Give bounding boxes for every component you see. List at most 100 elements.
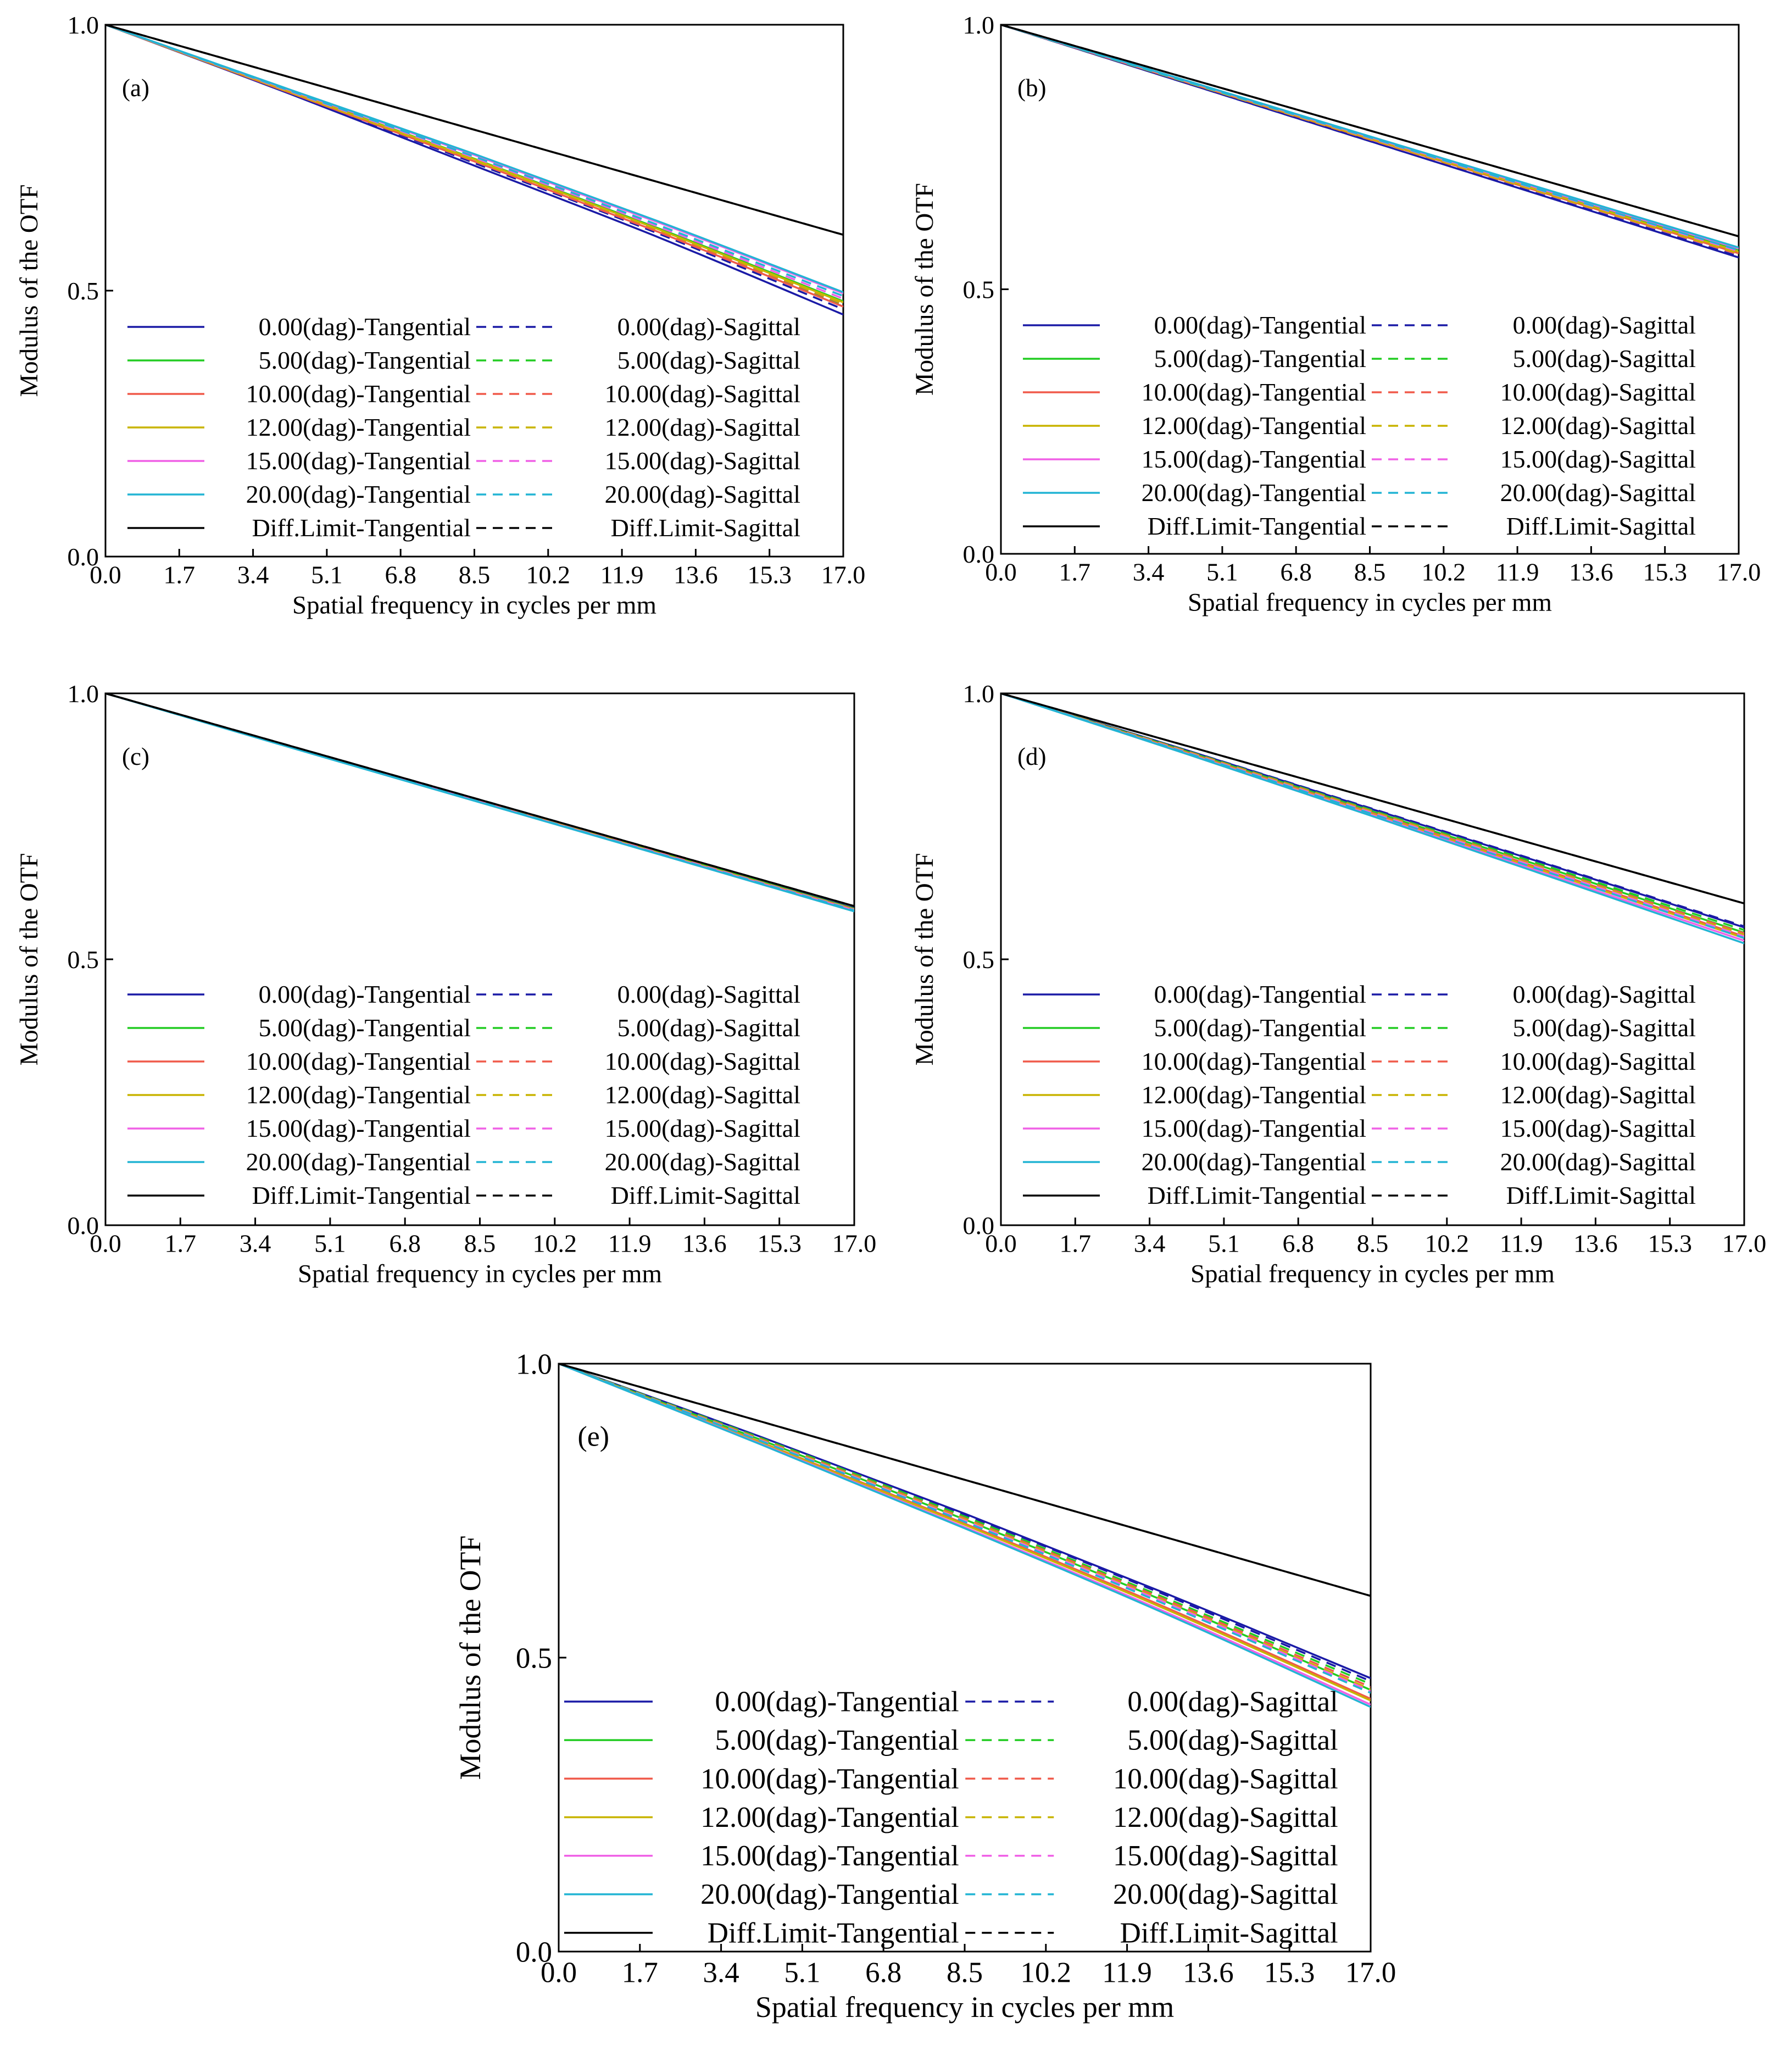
- legend-entry: 0.00(dag)-Tangential 0.00(dag)-Sagittal: [1023, 980, 1696, 1008]
- legend-label-tangential: 20.00(dag)-Tangential: [700, 1878, 959, 1910]
- x-tick-label: 0.0: [985, 558, 1017, 586]
- legend-label-sagittal: 10.00(dag)-Sagittal: [605, 1047, 800, 1075]
- series-line: [559, 1364, 1371, 1694]
- x-tick-label: 15.3: [1643, 558, 1687, 586]
- legend-label-tangential: 12.00(dag)-Tangential: [246, 413, 471, 441]
- legend-label-tangential: 15.00(dag)-Tangential: [246, 1114, 471, 1142]
- legend-label-tangential: 10.00(dag)-Tangential: [1142, 1047, 1366, 1075]
- legend-label-tangential: 5.00(dag)-Tangential: [259, 1014, 471, 1042]
- plot-frame: [1000, 24, 1740, 555]
- series-line: [105, 25, 843, 310]
- x-axis-title: Spatial frequency in cycles per mm: [755, 1991, 1174, 2024]
- plot-frame: [104, 24, 844, 558]
- x-tick-label: 11.9: [600, 560, 644, 588]
- legend-entry: 12.00(dag)-Tangential 12.00(dag)-Sagittal: [127, 1081, 800, 1109]
- series-line: [105, 25, 843, 316]
- x-tick-label: 5.1: [311, 560, 343, 588]
- x-tick-label: 6.8: [389, 1229, 421, 1257]
- x-tick-label: 10.2: [1021, 1957, 1072, 1989]
- legend-entry: 20.00(dag)-Tangential 20.00(dag)-Sagittal: [1023, 1148, 1696, 1176]
- y-tick-label: 0.0: [963, 540, 995, 568]
- legend-label-sagittal: 12.00(dag)-Sagittal: [605, 413, 800, 441]
- legend-label-tangential: Diff.Limit-Tangential: [1148, 1181, 1366, 1209]
- legend-label-sagittal: 10.00(dag)-Sagittal: [1113, 1763, 1338, 1795]
- legend-label-sagittal: 10.00(dag)-Sagittal: [1500, 1047, 1696, 1075]
- series-line: [559, 1364, 1371, 1708]
- chart-panel-d: 0.0 1.7 3.4 5.1 6.8 8.5 10.2 11.9 13.6 15.3 17.0 0.…: [910, 680, 1766, 1288]
- legend-entry: 20.00(dag)-Tangential 20.00(dag)-Sagittal: [127, 1148, 800, 1176]
- x-tick-label: 10.2: [1422, 558, 1466, 586]
- x-tick-label: 11.9: [608, 1229, 652, 1257]
- legend-label-sagittal: Diff.Limit-Sagittal: [1506, 512, 1696, 540]
- legend-label-sagittal: 15.00(dag)-Sagittal: [605, 1114, 800, 1142]
- legend-label-sagittal: 20.00(dag)-Sagittal: [605, 1148, 800, 1176]
- series-line: [559, 1364, 1371, 1688]
- y-tick-label: 0.5: [68, 946, 99, 974]
- legend-label-sagittal: 15.00(dag)-Sagittal: [1500, 445, 1696, 473]
- chart-panel-c: 0.0 1.7 3.4 5.1 6.8 8.5 10.2 11.9 13.6 15.3 17.0 0.…: [15, 680, 876, 1288]
- legend-label-tangential: 12.00(dag)-Tangential: [246, 1081, 471, 1109]
- legend-entry: 12.00(dag)-Tangential 12.00(dag)-Sagittal: [564, 1802, 1338, 1833]
- legend-entry: Diff.Limit-Tangential Diff.Limit-Sagittal: [127, 514, 800, 542]
- legend-entry: 20.00(dag)-Tangential 20.00(dag)-Sagittal: [127, 480, 800, 508]
- series-line: [1001, 25, 1739, 254]
- legend-label-sagittal: 0.00(dag)-Sagittal: [1513, 311, 1696, 339]
- x-tick-label: 17.0: [1722, 1229, 1767, 1257]
- x-tick-label: 8.5: [459, 560, 491, 588]
- legend-label-tangential: 20.00(dag)-Tangential: [1142, 1148, 1366, 1176]
- y-axis-title: Modulus of the OTF: [15, 185, 43, 397]
- x-tick-label: 1.7: [164, 560, 196, 588]
- legend-entry: 20.00(dag)-Tangential 20.00(dag)-Sagittal: [1023, 479, 1696, 507]
- y-tick-label: 0.5: [516, 1643, 552, 1675]
- legend-entry: 10.00(dag)-Tangential 10.00(dag)-Sagittal: [127, 1047, 800, 1075]
- legend-entry: 15.00(dag)-Tangential 15.00(dag)-Sagittal: [127, 1114, 800, 1142]
- legend-label-tangential: 15.00(dag)-Tangential: [700, 1840, 959, 1872]
- legend-label-sagittal: 0.00(dag)-Sagittal: [617, 980, 800, 1008]
- x-axis-title: Spatial frequency in cycles per mm: [1190, 1260, 1555, 1288]
- y-axis-title: Modulus of the OTF: [15, 853, 43, 1066]
- y-axis-title: Modulus of the OTF: [910, 183, 939, 396]
- series-line: [559, 1364, 1371, 1682]
- legend-label-sagittal: 12.00(dag)-Sagittal: [1500, 412, 1696, 440]
- legend-label-sagittal: 20.00(dag)-Sagittal: [605, 480, 800, 508]
- legend-entry: 15.00(dag)-Tangential 15.00(dag)-Sagittal: [1023, 445, 1696, 473]
- legend-entry: Diff.Limit-Tangential Diff.Limit-Sagittal: [1023, 512, 1696, 540]
- legend-label-tangential: 10.00(dag)-Tangential: [246, 1047, 471, 1075]
- x-tick-label: 11.9: [1496, 558, 1539, 586]
- x-tick-label: 5.1: [314, 1229, 346, 1257]
- series-line: [105, 25, 843, 304]
- legend-label-tangential: 0.00(dag)-Tangential: [259, 980, 471, 1008]
- x-tick-label: 17.0: [832, 1229, 877, 1257]
- curves: [559, 1364, 1371, 1708]
- legend-label-sagittal: 0.00(dag)-Sagittal: [617, 313, 800, 341]
- series-line: [1001, 25, 1739, 258]
- series-line: [105, 693, 854, 913]
- y-tick-label: 1.0: [963, 680, 995, 708]
- x-tick-label: 13.6: [1183, 1957, 1234, 1989]
- x-tick-label: 10.2: [526, 560, 571, 588]
- legend-entry: 5.00(dag)-Tangential 5.00(dag)-Sagittal: [127, 1014, 800, 1042]
- curves: [105, 25, 843, 316]
- legend-entry: 12.00(dag)-Tangential 12.00(dag)-Sagittal: [1023, 1081, 1696, 1109]
- series-line: [559, 1364, 1371, 1706]
- legend-entry: 0.00(dag)-Tangential 0.00(dag)-Sagittal: [127, 980, 800, 1008]
- y-axis-title: Modulus of the OTF: [910, 853, 939, 1066]
- diff-limit-sagittal-line: [105, 693, 854, 907]
- panel-label: (d): [1017, 743, 1047, 770]
- x-tick-label: 0.0: [985, 1229, 1017, 1257]
- curves: [105, 693, 854, 913]
- y-tick-label: 0.5: [963, 276, 995, 304]
- panel-label: (e): [578, 1421, 610, 1453]
- x-tick-label: 17.0: [1717, 558, 1761, 586]
- legend-label-tangential: Diff.Limit-Tangential: [252, 514, 471, 542]
- x-axis-title: Spatial frequency in cycles per mm: [292, 591, 656, 620]
- y-tick-label: 1.0: [516, 1349, 552, 1381]
- x-tick-label: 13.6: [682, 1229, 727, 1257]
- legend-label-tangential: 12.00(dag)-Tangential: [1142, 1081, 1366, 1109]
- legend-entry: Diff.Limit-Tangential Diff.Limit-Sagittal: [564, 1917, 1338, 1949]
- curves: [1001, 693, 1744, 944]
- legend-entry: 0.00(dag)-Tangential 0.00(dag)-Sagittal: [127, 313, 800, 341]
- legend-entry: 0.00(dag)-Tangential 0.00(dag)-Sagittal: [1023, 311, 1696, 339]
- legend: 0.00(dag)-Tangential 0.00(dag)-Sagittal 5.…: [1023, 311, 1696, 540]
- legend-entry: 0.00(dag)-Tangential 0.00(dag)-Sagittal: [564, 1686, 1338, 1718]
